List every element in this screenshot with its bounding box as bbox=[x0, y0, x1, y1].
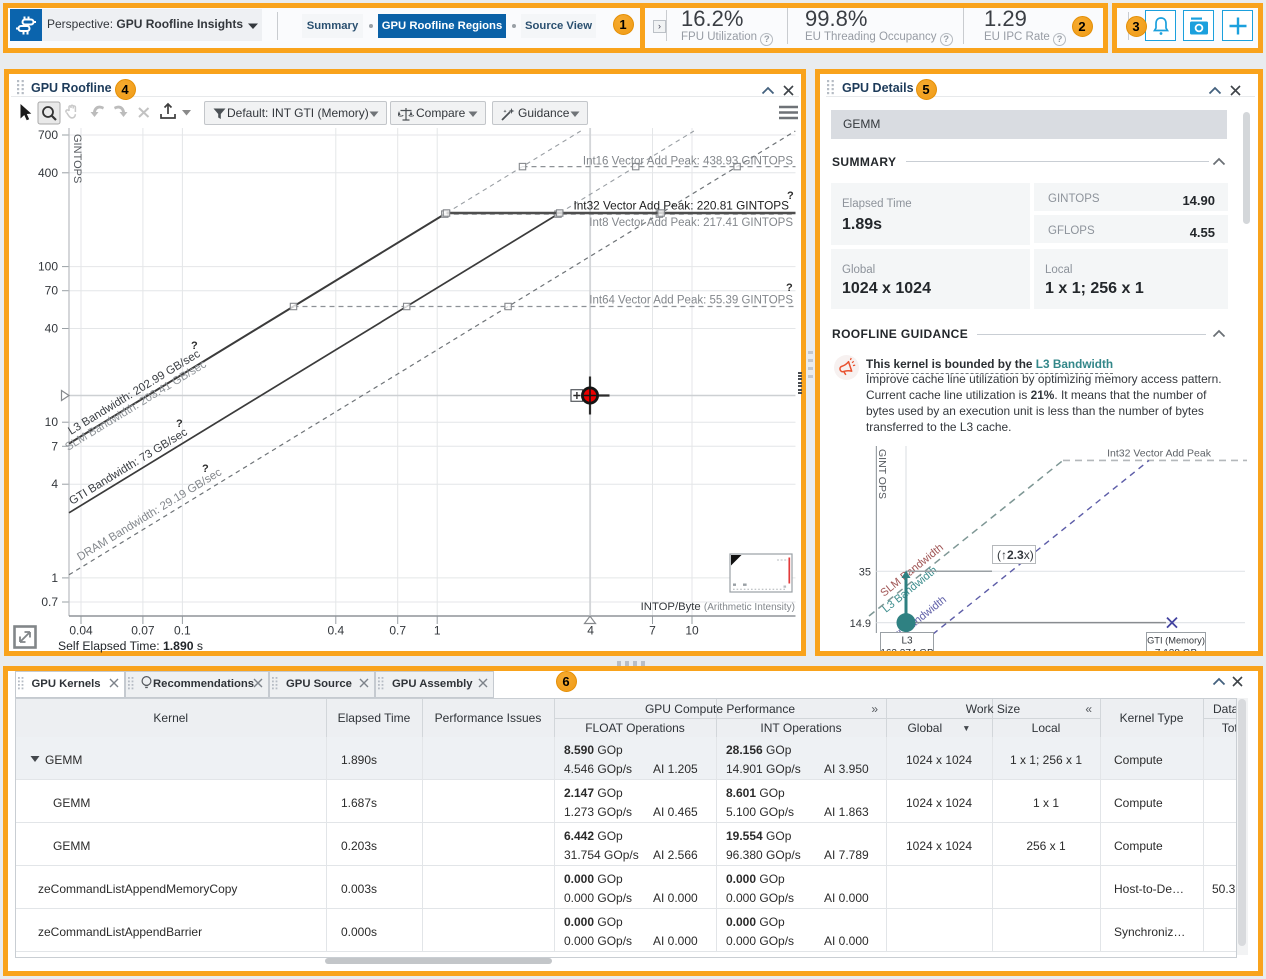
svg-text:?: ? bbox=[176, 418, 183, 430]
svg-text:700: 700 bbox=[38, 128, 58, 142]
svg-text:Int32 Vector Add Peak: 220.81: Int32 Vector Add Peak: 220.81 GINTOPS bbox=[573, 199, 789, 213]
svg-text:GINTOPS: GINTOPS bbox=[71, 134, 83, 183]
svg-text:INTOP/Byte (Arithmetic Intensi: INTOP/Byte (Arithmetic Intensity) bbox=[641, 601, 795, 613]
svg-text:GINT OPS: GINT OPS bbox=[876, 449, 888, 499]
svg-text:(↑2.3x): (↑2.3x) bbox=[997, 548, 1034, 562]
svg-text:163.274 GB: 163.274 GB bbox=[880, 648, 934, 651]
svg-text:100: 100 bbox=[38, 260, 58, 274]
svg-text:0.7: 0.7 bbox=[41, 595, 58, 609]
svg-text:?: ? bbox=[787, 190, 794, 202]
svg-text:Int8 Vector Add Peak: 217.41 G: Int8 Vector Add Peak: 217.41 GINTOPS bbox=[589, 217, 793, 229]
svg-text:?: ? bbox=[202, 463, 209, 475]
svg-text:4: 4 bbox=[587, 624, 594, 638]
svg-text:1: 1 bbox=[434, 624, 441, 638]
svg-text:7: 7 bbox=[51, 439, 58, 453]
svg-text:?: ? bbox=[191, 340, 198, 352]
svg-text:Int64 Vector Add Peak: 55.39 G: Int64 Vector Add Peak: 55.39 GINTOPS bbox=[589, 295, 793, 307]
svg-text:0.7: 0.7 bbox=[389, 624, 406, 638]
svg-text:14.9: 14.9 bbox=[850, 618, 871, 630]
svg-text:Int32 Vector Add Peak: Int32 Vector Add Peak bbox=[1107, 448, 1212, 460]
svg-text:10: 10 bbox=[685, 624, 699, 638]
svg-text:Int16 Vector Add Peak: 438.93: Int16 Vector Add Peak: 438.93 GINTOPS bbox=[583, 156, 793, 168]
svg-text:L3: L3 bbox=[901, 636, 913, 647]
svg-text:35: 35 bbox=[859, 567, 871, 579]
svg-text:0.1: 0.1 bbox=[174, 624, 191, 638]
svg-text:0.4: 0.4 bbox=[327, 624, 344, 638]
svg-text:0.07: 0.07 bbox=[131, 624, 155, 638]
svg-text:?: ? bbox=[786, 282, 793, 294]
svg-text:70: 70 bbox=[45, 284, 59, 298]
svg-text:7.128 GB: 7.128 GB bbox=[1155, 648, 1198, 651]
svg-text:SLM Bandwidth: 203.41 GB/sec: SLM Bandwidth: 203.41 GB/sec bbox=[63, 358, 209, 453]
svg-text:400: 400 bbox=[38, 166, 58, 180]
svg-text:1: 1 bbox=[51, 571, 58, 585]
svg-text:40: 40 bbox=[45, 322, 59, 336]
svg-text:4: 4 bbox=[51, 477, 58, 491]
svg-text:7: 7 bbox=[649, 624, 656, 638]
svg-text:GTI (Memory): GTI (Memory) bbox=[1147, 636, 1205, 646]
svg-text:10: 10 bbox=[45, 415, 59, 429]
svg-text:0.04: 0.04 bbox=[69, 624, 93, 638]
